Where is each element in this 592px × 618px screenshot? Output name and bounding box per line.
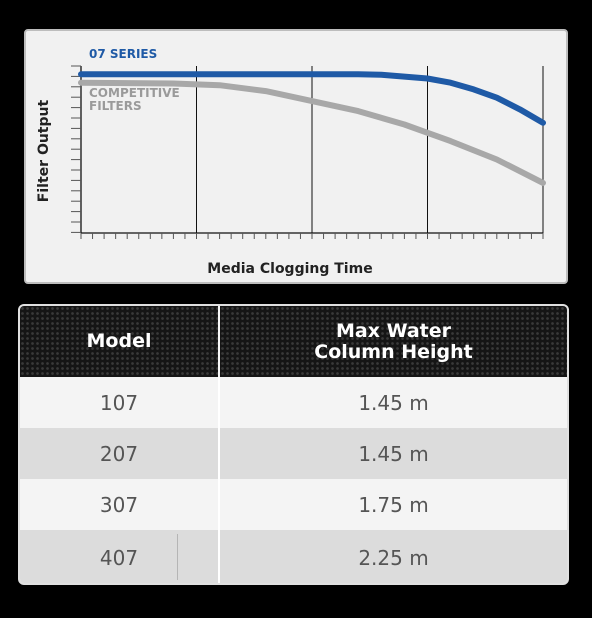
series-label-competitive-filters-line2: FILTERS <box>89 99 142 113</box>
header-divider <box>218 306 220 377</box>
cell-height: 2.25 m <box>358 545 429 570</box>
x-axis-label: Media Clogging Time <box>207 261 372 277</box>
table-row: 307 1.75 m <box>20 479 567 530</box>
header-max-water-column-height: Max Water Column Height <box>220 306 567 377</box>
y-axis-label: Filter Output <box>36 100 52 203</box>
header-model: Model <box>86 330 152 352</box>
cell-model: 307 <box>99 492 139 517</box>
cell-divider <box>177 534 178 580</box>
series-label-07-series: 07 SERIES <box>89 47 157 61</box>
table-header: Model Max Water Column Height <box>20 306 567 377</box>
cell-model: 207 <box>99 441 139 466</box>
series-label-competitive-filters: COMPETITIVE <box>89 86 180 100</box>
column-divider <box>218 428 220 479</box>
cell-height: 1.45 m <box>358 390 429 415</box>
table-row: 407 2.25 m <box>20 530 567 583</box>
cell-model: 107 <box>99 390 139 415</box>
cell-height: 1.75 m <box>358 492 429 517</box>
model-table: Model Max Water Column Height 107 1.45 m… <box>18 304 569 585</box>
series-line-competitive-filters <box>78 79 546 186</box>
column-divider <box>218 530 220 583</box>
column-divider <box>218 479 220 530</box>
cell-model: 407 <box>99 545 139 570</box>
column-divider <box>218 377 220 428</box>
table-row: 107 1.45 m <box>20 377 567 428</box>
table-row: 207 1.45 m <box>20 428 567 479</box>
chart-panel: 07 SERIES COMPETITIVE FILTERS Media Cloggin… <box>24 29 568 284</box>
series-line-07-series <box>78 71 546 126</box>
header-height-label: Max Water Column Height <box>314 319 473 363</box>
cell-height: 1.45 m <box>358 441 429 466</box>
table-body: 107 1.45 m 207 1.45 m 307 1.75 m 407 2.2… <box>20 377 567 583</box>
